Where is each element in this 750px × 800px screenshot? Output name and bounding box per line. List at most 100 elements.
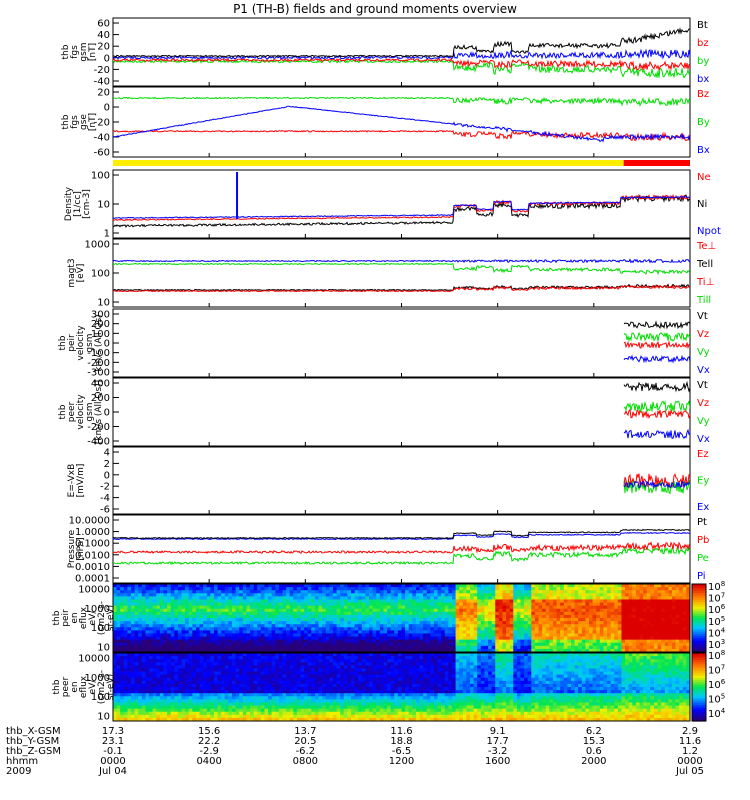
spectrogram-cell bbox=[567, 587, 572, 591]
spectrogram-cell bbox=[383, 639, 388, 644]
spectrogram-cell bbox=[123, 714, 129, 719]
spectrogram-cell bbox=[232, 665, 237, 670]
spectrogram-cell bbox=[379, 639, 385, 644]
spectrogram-cell bbox=[610, 593, 615, 597]
spectrogram-cell bbox=[455, 584, 460, 588]
spectrogram-cell bbox=[614, 596, 619, 601]
spectrogram-cell bbox=[177, 714, 183, 719]
spectrogram-cell bbox=[235, 645, 240, 650]
spectrogram-cell bbox=[679, 587, 684, 591]
spectrogram-cell bbox=[632, 627, 637, 631]
spectrogram-cell bbox=[412, 593, 417, 597]
spectrogram-cell bbox=[524, 642, 529, 647]
spectrogram-cell bbox=[430, 627, 435, 631]
spectrogram-cell bbox=[675, 630, 680, 635]
spectrogram-cell bbox=[686, 587, 690, 591]
y-tick-label: -300 bbox=[87, 368, 110, 379]
spectrogram-cell bbox=[134, 587, 139, 591]
spectrogram-cell bbox=[524, 614, 529, 619]
spectrogram-cell bbox=[170, 708, 175, 713]
spectrogram-cell bbox=[451, 636, 457, 641]
spectrogram-cell bbox=[134, 702, 139, 707]
spectrogram-cell bbox=[534, 605, 540, 610]
spectrogram-cell bbox=[679, 642, 684, 647]
spectrogram-cell bbox=[120, 602, 125, 607]
y-tick-label: -200 bbox=[87, 422, 110, 433]
colorbar-exponent: 8 bbox=[721, 580, 725, 588]
spectrogram-cell bbox=[221, 687, 226, 691]
spectrogram-cell bbox=[376, 636, 381, 641]
spectrogram-cell bbox=[527, 593, 532, 597]
spectrogram-cell bbox=[332, 642, 338, 647]
spectrogram-cell bbox=[268, 590, 273, 594]
spectrogram-cell bbox=[581, 605, 587, 610]
spectrogram-cell bbox=[217, 711, 222, 716]
spectrogram-cell bbox=[383, 590, 388, 594]
spectrogram-cell bbox=[383, 593, 388, 597]
spectrogram-cell bbox=[257, 717, 262, 721]
spectrogram-cell bbox=[599, 630, 605, 635]
spectrogram-cell bbox=[329, 605, 334, 610]
spectrogram-cell bbox=[531, 584, 536, 588]
spectrogram-cell bbox=[448, 624, 453, 628]
spectrogram-cell bbox=[625, 590, 630, 594]
spectrogram-cell bbox=[581, 645, 587, 650]
spectrogram-cell bbox=[149, 705, 154, 710]
spectrogram-cell bbox=[113, 714, 118, 719]
spectrogram-cell bbox=[250, 683, 255, 688]
spectrogram-cell bbox=[567, 602, 572, 607]
spectrogram-cell bbox=[318, 648, 323, 652]
spectrogram-cell bbox=[632, 624, 637, 628]
spectrogram-cell bbox=[423, 599, 428, 604]
spectrogram-cell bbox=[563, 602, 568, 607]
spectrogram-cell bbox=[495, 584, 500, 588]
spectrogram-cell bbox=[332, 596, 338, 601]
spectrogram-cell bbox=[354, 636, 359, 641]
spectrogram-cell bbox=[242, 602, 248, 607]
spectrogram-cell bbox=[311, 608, 316, 613]
spectrogram-cell bbox=[426, 636, 431, 641]
spectrogram-cell bbox=[293, 593, 298, 597]
spectrogram-cell bbox=[466, 584, 471, 588]
spectrogram-cell bbox=[625, 605, 630, 610]
spectrogram-cell bbox=[625, 614, 630, 619]
spectrogram-cell bbox=[343, 599, 349, 604]
spectrogram-cell bbox=[246, 605, 251, 610]
spectrogram-cell bbox=[177, 699, 183, 704]
spectrogram-cell bbox=[203, 627, 208, 631]
spectrogram-cell bbox=[282, 596, 287, 601]
spectrogram-cell bbox=[289, 659, 294, 663]
spectrogram-cell bbox=[149, 690, 154, 694]
spectrogram-cell bbox=[159, 687, 165, 691]
spectrogram-cell bbox=[426, 642, 431, 647]
spectrogram-cell bbox=[563, 605, 568, 610]
spectrogram-cell bbox=[426, 621, 431, 625]
spectrogram-cell bbox=[188, 696, 193, 700]
spectrogram-cell bbox=[448, 605, 453, 610]
spectrogram-cell bbox=[444, 596, 449, 601]
spectrogram-cell bbox=[441, 642, 446, 647]
spectrogram-cell bbox=[221, 696, 226, 700]
spectrogram-cell bbox=[116, 630, 121, 635]
spectrogram-cell bbox=[195, 599, 201, 604]
spectrogram-cell bbox=[686, 648, 690, 652]
spectrogram-cell bbox=[239, 671, 244, 676]
spectrogram-cell bbox=[451, 627, 457, 631]
spectrogram-cell bbox=[188, 621, 193, 625]
spectrogram-cell bbox=[253, 714, 258, 719]
spectrogram-cell bbox=[149, 687, 154, 691]
spectrogram-cell bbox=[643, 584, 648, 588]
spectrogram-cell bbox=[113, 627, 118, 631]
spectrogram-cell bbox=[372, 584, 377, 588]
spectrogram-cell bbox=[232, 584, 237, 588]
spectrogram-cell bbox=[213, 662, 219, 666]
spectrogram-cell bbox=[365, 596, 370, 601]
spectrogram-cell bbox=[232, 687, 237, 691]
spectrogram-cell bbox=[275, 614, 280, 619]
spectrogram-cell bbox=[221, 614, 226, 619]
spectrogram-cell bbox=[275, 587, 280, 591]
spectrogram-cell bbox=[188, 614, 193, 619]
spectrogram-cell bbox=[167, 621, 172, 625]
spectrogram-cell bbox=[257, 696, 262, 700]
spectrogram-cell bbox=[347, 627, 352, 631]
